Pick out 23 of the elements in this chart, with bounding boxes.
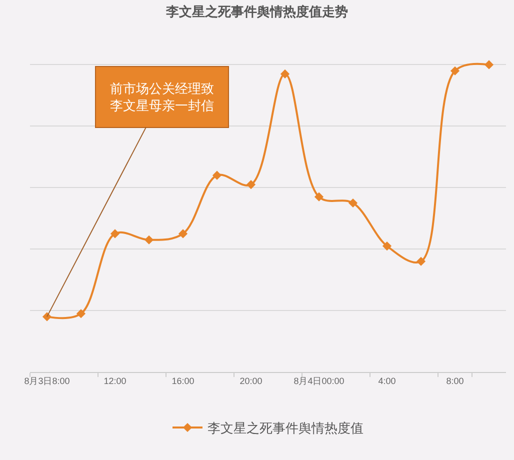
- x-tick-label: 12:00: [104, 376, 126, 386]
- legend-label: 李文星之死事件舆情热度值: [208, 420, 364, 436]
- x-tick-label: 16:00: [172, 376, 194, 386]
- annotation: 前市场公关经理致李文星母亲一封信: [110, 81, 214, 113]
- x-tick-label: 8月4日00:00: [294, 376, 344, 386]
- point: [280, 69, 290, 78]
- point: [484, 60, 494, 70]
- point: [76, 309, 86, 318]
- point: [178, 229, 188, 238]
- x-tick-label: 20:00: [240, 376, 262, 386]
- point: [348, 198, 358, 208]
- x-tick-label: 8:00: [446, 376, 464, 386]
- point: [110, 229, 120, 238]
- point: [314, 192, 324, 202]
- point: [382, 241, 392, 251]
- point: [450, 66, 460, 76]
- point: [416, 256, 426, 266]
- point: [212, 170, 222, 180]
- point: [144, 235, 154, 244]
- chart-title: 李文星之死事件舆情热度值走势: [165, 4, 348, 19]
- point: [246, 180, 256, 190]
- x-tick-label: 4:00: [378, 376, 396, 386]
- x-tick-label: 8月3日8:00: [24, 376, 70, 386]
